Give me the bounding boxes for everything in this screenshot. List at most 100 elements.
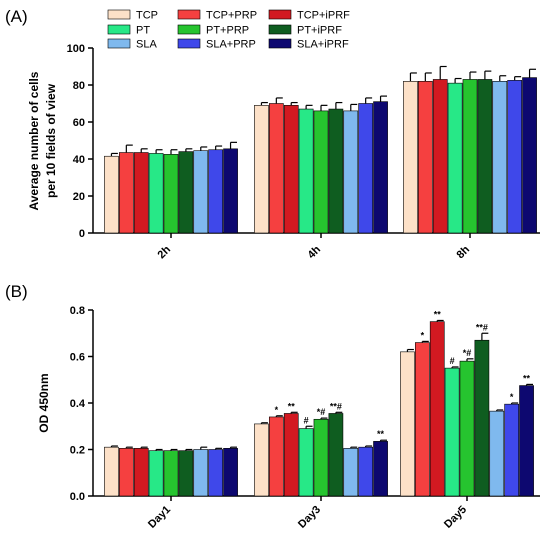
bar-tcp-iprf-8h	[432, 79, 448, 234]
legend-entry: TCP+PRP	[206, 10, 257, 22]
bar-sla-2h	[193, 150, 209, 234]
significance-label: **#	[330, 401, 342, 411]
bar-pt-prp-8h	[462, 79, 478, 234]
y-tick-label: 20	[73, 191, 85, 203]
legend-swatch	[268, 9, 292, 20]
bar-sla-prp-day1	[208, 449, 224, 497]
legend-swatch	[107, 9, 131, 20]
legend-swatch	[107, 38, 131, 49]
y-axis-title: per 10 fields of view	[44, 83, 58, 198]
y-tick-label: 80	[73, 80, 85, 92]
legend-entry: TCP	[136, 10, 158, 22]
significance-label: **#	[476, 322, 488, 332]
bar-sla-prp-8h	[507, 80, 523, 234]
bar-pt-2h	[148, 153, 164, 234]
legend-entry: SLA	[136, 39, 157, 51]
bar-tcp-iprf-4h	[283, 105, 299, 234]
bar-sla-prp-day5	[504, 403, 520, 497]
legend-entry: SLA+iPRF	[297, 39, 349, 51]
bar-sla-prp-2h	[208, 149, 224, 234]
bar-pt-prp-4h	[313, 110, 329, 234]
bar-tcp-prp-day1	[118, 448, 134, 497]
significance-label: **	[434, 309, 442, 319]
bar-pt-day5	[444, 367, 460, 497]
bar-sla-8h	[492, 81, 508, 234]
bar-tcp-4h	[254, 105, 269, 234]
y-tick-label: 0.2	[70, 445, 85, 457]
bar-tcp-2h	[104, 155, 119, 234]
bar-tcp-8h	[403, 81, 418, 234]
legend-swatch	[268, 38, 292, 49]
bar-pt-iprf-day5	[474, 339, 490, 497]
bar-pt-prp-2h	[163, 154, 179, 234]
legend-swatch	[177, 24, 201, 35]
significance-label: *	[275, 405, 279, 415]
x-tick-label: 2h	[156, 243, 174, 261]
bar-pt-day3	[298, 428, 314, 497]
bar-pt-8h	[447, 82, 463, 234]
significance-label: **	[377, 429, 385, 439]
bar-tcp-prp-4h	[268, 103, 284, 234]
bar-sla-day3	[343, 448, 359, 497]
significance-label: *	[510, 392, 514, 402]
panel-a: (A) Average number of cells per 10 fields …	[5, 7, 540, 261]
legend-swatch	[107, 24, 131, 35]
x-tick-label: 4h	[306, 243, 324, 261]
legend-entry: TCP+iPRF	[297, 10, 350, 22]
bar-tcp-day3	[254, 423, 269, 497]
x-tick-label: Day1	[146, 504, 173, 531]
significance-label: *#	[317, 407, 326, 417]
bar-tcp-day5	[400, 351, 415, 497]
significance-label: #	[304, 415, 309, 425]
significance-label: *#	[463, 348, 472, 358]
bar-pt-iprf-8h	[477, 79, 493, 234]
bar-sla-prp-4h	[358, 103, 374, 234]
bar-pt-iprf-day1	[178, 450, 194, 497]
bar-tcp-iprf-day1	[133, 448, 149, 497]
bar-sla-iprf-2h	[223, 148, 238, 234]
bar-pt-iprf-day3	[328, 413, 344, 497]
bar-sla-iprf-4h	[373, 101, 388, 234]
significance-label: **	[523, 373, 531, 383]
bar-sla-4h	[343, 110, 359, 234]
legend-entry: SLA+PRP	[206, 39, 256, 51]
legend-swatch	[268, 24, 292, 35]
bar-pt-day1	[148, 450, 164, 497]
significance-label: **	[288, 401, 296, 411]
bar-sla-iprf-day3	[373, 441, 388, 497]
significance-label: #	[450, 356, 455, 366]
bar-sla-day5	[489, 410, 505, 497]
bar-sla-iprf-day5	[519, 385, 534, 497]
x-tick-label: Day3	[296, 504, 323, 531]
legend: TCP PT SLA TCP+PRP PT+PRP SLA+PRP TCP+iPRF PT+i…	[107, 9, 350, 51]
bar-tcp-iprf-day3	[283, 413, 299, 497]
bar-tcp-day1	[104, 446, 119, 497]
x-tick-label: 8h	[455, 243, 473, 261]
y-tick-label: 100	[67, 43, 85, 55]
panel-label: (B)	[5, 282, 28, 301]
bar-sla-day1	[193, 449, 209, 497]
bar-sla-iprf-8h	[522, 77, 537, 234]
y-tick-label: 40	[73, 154, 85, 166]
bar-pt-prp-day1	[163, 450, 179, 497]
y-tick-label: 0.6	[70, 352, 85, 364]
y-tick-label: 0.4	[70, 398, 86, 410]
y-tick-label: 60	[73, 117, 85, 129]
legend-entry: PT	[136, 25, 150, 37]
bar-pt-iprf-4h	[328, 108, 344, 234]
x-tick-label: Day5	[442, 504, 469, 531]
y-tick-label: 0	[79, 228, 85, 240]
bar-pt-prp-day5	[459, 360, 475, 497]
y-tick-label: 0.8	[70, 305, 85, 317]
legend-swatch	[177, 9, 201, 20]
bar-tcp-iprf-day5	[429, 321, 445, 497]
bar-pt-4h	[298, 108, 314, 234]
legend-entry: PT+PRP	[206, 25, 249, 37]
y-tick-label: 0.0	[70, 491, 85, 503]
bar-tcp-prp-day3	[268, 416, 284, 497]
bar-tcp-iprf-2h	[133, 152, 149, 234]
legend-entry: PT+iPRF	[297, 25, 342, 37]
significance-label: *	[421, 330, 425, 340]
